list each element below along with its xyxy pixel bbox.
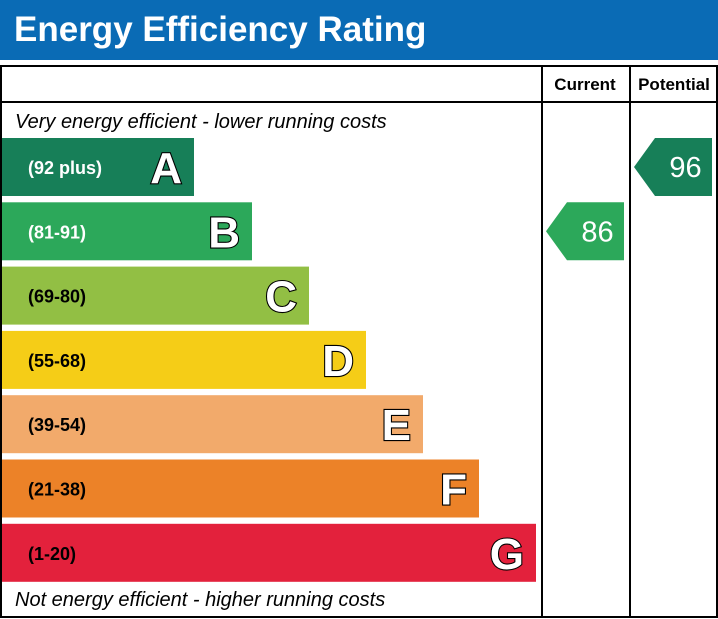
band-bar [2, 138, 194, 196]
band-bar [2, 523, 536, 582]
band-range-label: (1-20) [28, 544, 76, 564]
current-arrow-shape [546, 202, 624, 261]
potential-rating-value: 96 [669, 152, 701, 184]
band-range-label: (21-38) [28, 480, 86, 500]
band-letter: C [265, 273, 297, 322]
band-range-label: (39-54) [28, 415, 86, 435]
band-letter: G [490, 530, 524, 579]
rating-bands: (92 plus) A (81-91) B (69-80) C (55-68) D (39-54… [2, 138, 536, 582]
band-letter: F [440, 466, 467, 515]
potential-arrow-shape [634, 138, 712, 196]
band-c: (69-80) C [2, 266, 309, 325]
band-letter: A [150, 144, 182, 193]
band-b: (81-91) B [2, 202, 252, 261]
band-range-label: (92 plus) [28, 158, 102, 178]
rating-arrows: 86 96 [546, 138, 712, 261]
band-letter: E [382, 401, 411, 450]
band-e: (39-54) E [2, 395, 423, 454]
chart-frame [0, 65, 718, 618]
potential-column-header: Potential [638, 75, 710, 94]
band-g: (1-20) G [2, 523, 536, 582]
potential-rating-arrow: 96 [634, 138, 712, 196]
band-f: (21-38) F [2, 459, 479, 518]
current-column-header: Current [554, 75, 616, 94]
band-letter: B [208, 208, 240, 257]
header-bar: Energy Efficiency Rating [0, 0, 718, 60]
band-a: (92 plus) A [2, 138, 194, 196]
current-rating-arrow: 86 [546, 202, 624, 261]
band-range-label: (69-80) [28, 287, 86, 307]
current-rating-value: 86 [581, 216, 613, 248]
band-d: (55-68) D [2, 330, 366, 389]
band-bar [2, 395, 423, 454]
page-title: Energy Efficiency Rating [14, 10, 427, 49]
band-bar [2, 202, 252, 261]
band-bar [2, 266, 309, 325]
band-range-label: (55-68) [28, 351, 86, 371]
band-bar [2, 459, 479, 518]
band-range-label: (81-91) [28, 222, 86, 242]
band-letter: D [322, 337, 354, 386]
top-caption: Very energy efficient - lower running co… [15, 111, 387, 133]
band-bar [2, 330, 366, 389]
bottom-caption: Not energy efficient - higher running co… [15, 589, 385, 611]
